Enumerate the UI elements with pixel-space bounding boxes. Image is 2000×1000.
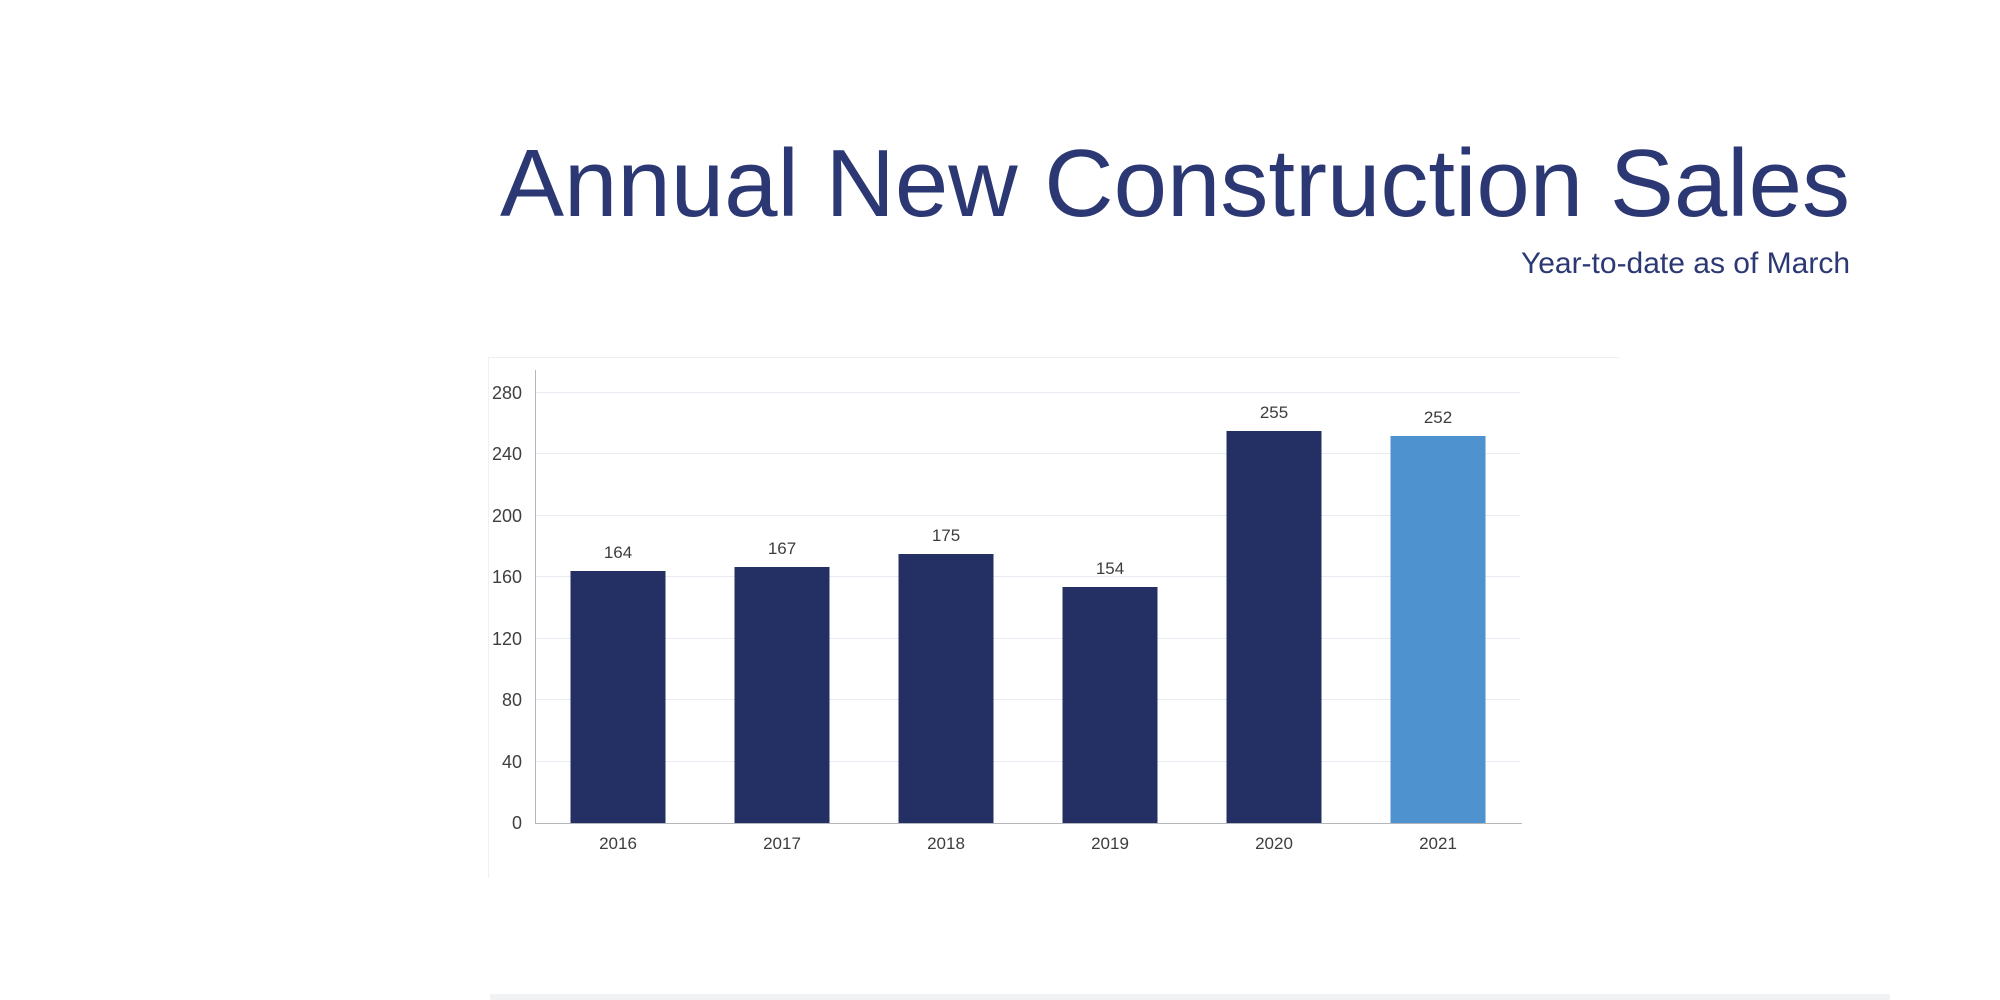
y-axis-tick-label: 240 <box>491 444 522 465</box>
gridline-120 <box>536 637 1520 639</box>
bar-column-2018: 175 2018 <box>864 393 1028 853</box>
bar-value-label: 164 <box>603 543 633 563</box>
bar-chart-plot-area: 164 2016 167 2017 175 2018 154 2019 255 2020 252 20… <box>536 392 1520 853</box>
bar-column-2016: 164 2016 <box>536 393 700 853</box>
bar-value-label: 154 <box>1095 558 1125 578</box>
bar-2017 <box>734 566 830 823</box>
y-axis-tick-label: 0 <box>511 813 522 833</box>
y-axis-tick-label: 160 <box>491 567 522 588</box>
gridline-40 <box>536 760 1520 762</box>
bar-column-2017: 167 2017 <box>700 393 864 853</box>
x-axis-category-label: 2016 <box>599 834 637 853</box>
y-axis-tick-label: 80 <box>501 690 522 711</box>
x-axis-category-label: 2019 <box>1091 834 1129 853</box>
bar-value-label: 175 <box>931 526 961 546</box>
bar-column-2021: 252 2021 <box>1356 393 1520 853</box>
x-axis-category-label: 2017 <box>763 834 801 853</box>
x-axis-category-label: 2018 <box>927 834 965 853</box>
bottom-divider <box>490 994 1890 1000</box>
bar-columns: 164 2016 167 2017 175 2018 154 2019 255 2020 252 20… <box>536 393 1520 853</box>
bar-2018 <box>898 554 994 823</box>
y-axis-tick-label: 200 <box>491 505 522 526</box>
y-axis-line <box>535 370 536 823</box>
y-axis-tick-labels: 0 40 80 120 160 200 240 280 <box>430 384 522 832</box>
slide-header: Annual New Construction Sales Year-to-da… <box>500 136 1850 280</box>
bar-column-2019: 154 2019 <box>1028 393 1192 853</box>
chart-subtitle: Year-to-date as of March <box>1520 247 1850 280</box>
bar-2016 <box>570 571 666 823</box>
x-axis-category-label: 2021 <box>1419 834 1457 853</box>
chart-title: Annual New Construction Sales <box>499 130 1850 237</box>
bar-value-label: 167 <box>767 538 797 558</box>
y-axis-tick-label: 40 <box>501 751 522 772</box>
gridline-80 <box>536 699 1520 701</box>
gridline-280 <box>536 392 1520 393</box>
bar-value-label: 255 <box>1259 403 1289 423</box>
gridline-240 <box>536 453 1520 455</box>
bar-column-2020: 255 2020 <box>1192 393 1356 853</box>
y-axis-tick-label: 280 <box>491 383 522 403</box>
bar-2020 <box>1226 431 1322 823</box>
bar-2021 <box>1390 436 1486 823</box>
x-axis-category-label: 2020 <box>1255 834 1293 853</box>
bar-value-label: 252 <box>1423 408 1453 427</box>
y-axis-tick-label: 120 <box>491 628 522 649</box>
gridline-200 <box>536 514 1520 516</box>
gridline-160 <box>536 576 1520 578</box>
bar-2019 <box>1062 586 1158 823</box>
x-axis-line <box>535 823 1522 824</box>
